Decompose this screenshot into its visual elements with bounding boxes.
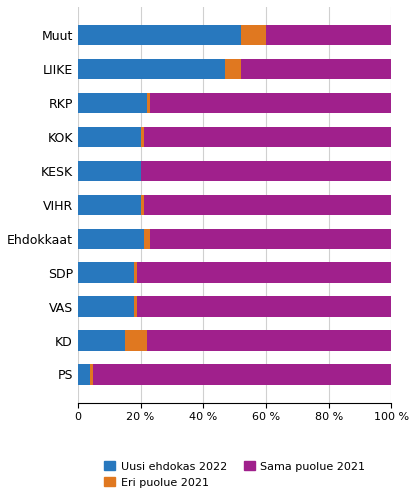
Bar: [78, 59, 225, 79]
Bar: [134, 263, 137, 283]
Legend: Uusi ehdokas 2022, Eri puolue 2021, Sama puolue 2021: Uusi ehdokas 2022, Eri puolue 2021, Sama…: [99, 456, 371, 491]
Bar: [78, 297, 134, 317]
Bar: [141, 127, 144, 147]
Bar: [144, 228, 150, 249]
Bar: [78, 161, 141, 181]
Bar: [94, 364, 391, 384]
Bar: [134, 297, 137, 317]
Bar: [125, 330, 147, 351]
Bar: [141, 194, 144, 215]
Bar: [225, 59, 241, 79]
Bar: [147, 330, 391, 351]
Bar: [78, 330, 125, 351]
Bar: [78, 25, 241, 45]
Bar: [78, 263, 134, 283]
Bar: [78, 127, 141, 147]
Bar: [241, 25, 266, 45]
Bar: [150, 228, 391, 249]
Bar: [78, 364, 90, 384]
Bar: [147, 93, 150, 113]
Bar: [78, 194, 141, 215]
Bar: [144, 194, 391, 215]
Bar: [241, 59, 391, 79]
Bar: [150, 93, 391, 113]
Bar: [78, 93, 147, 113]
Bar: [78, 228, 144, 249]
Bar: [137, 297, 391, 317]
Bar: [90, 364, 94, 384]
Bar: [266, 25, 391, 45]
Bar: [141, 161, 391, 181]
Bar: [137, 263, 391, 283]
Bar: [144, 127, 391, 147]
